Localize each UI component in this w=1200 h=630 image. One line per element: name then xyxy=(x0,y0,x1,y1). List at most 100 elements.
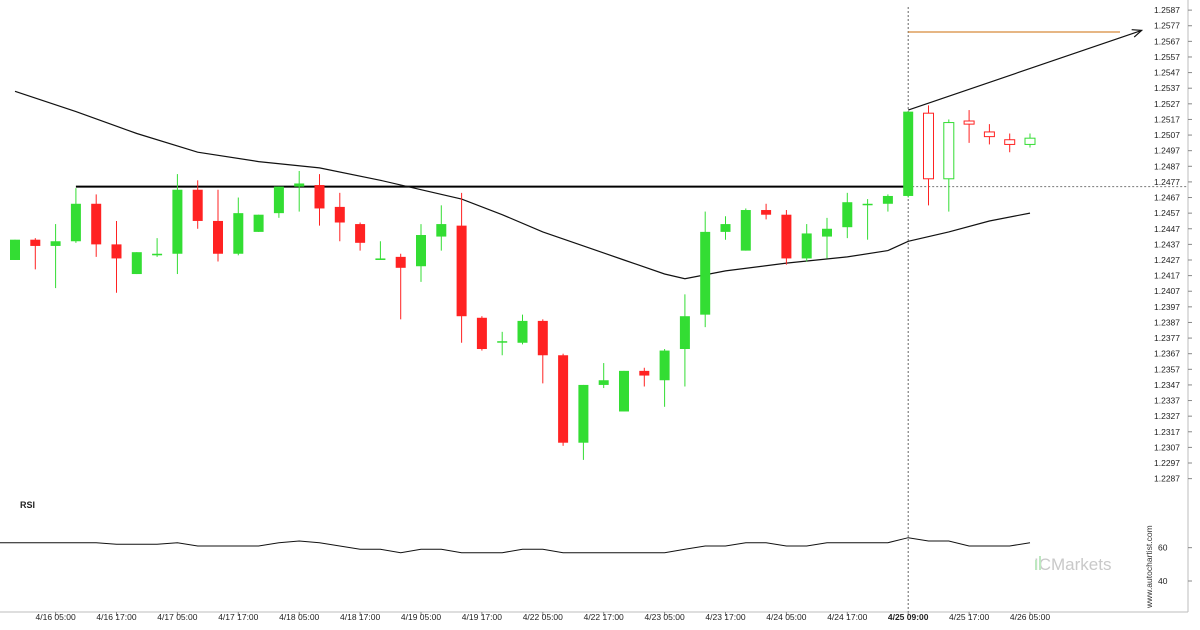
price-tick-label: 1.2487 xyxy=(1154,161,1180,171)
candle-body xyxy=(517,320,528,343)
candle xyxy=(172,174,183,275)
candles-layer xyxy=(10,105,1036,460)
candle-body xyxy=(294,183,305,187)
candle-body xyxy=(334,206,345,223)
price-tick-label: 1.2497 xyxy=(1154,146,1180,156)
candle-body xyxy=(740,210,751,251)
time-tick-label: 4/24 05:00 xyxy=(766,612,806,622)
price-tick-label: 1.2417 xyxy=(1154,271,1180,281)
price-tick-label: 1.2337 xyxy=(1154,396,1180,406)
candle xyxy=(882,194,893,212)
price-tick-label: 1.2407 xyxy=(1154,286,1180,296)
candle-body xyxy=(111,244,122,259)
candle xyxy=(476,316,487,351)
price-tick-label: 1.2527 xyxy=(1154,99,1180,109)
candle-body xyxy=(639,370,650,376)
brand-mark xyxy=(1035,560,1037,570)
candle xyxy=(30,238,41,270)
candle xyxy=(131,252,142,275)
candle xyxy=(50,224,61,289)
candle-body xyxy=(983,131,995,138)
time-tick-label: 4/17 05:00 xyxy=(157,612,197,622)
price-tick-label: 1.2367 xyxy=(1154,349,1180,359)
candle-body xyxy=(781,214,792,259)
candle-body xyxy=(253,214,264,232)
candle-body xyxy=(436,224,447,237)
forecast-arrow-head xyxy=(1131,29,1144,38)
candle xyxy=(395,253,406,320)
candle xyxy=(294,170,305,212)
rsi-tick-label: 40 xyxy=(1158,576,1168,586)
candle-body xyxy=(497,341,508,343)
candle-body xyxy=(152,253,163,256)
candle xyxy=(253,214,264,232)
candle xyxy=(598,363,609,389)
candle xyxy=(10,239,20,260)
time-tick-label: 4/25 09:00 xyxy=(888,612,929,622)
price-tick-label: 1.2467 xyxy=(1154,193,1180,203)
price-tick-label: 1.2297 xyxy=(1154,458,1180,468)
rsi-label: RSI xyxy=(20,500,35,510)
candle xyxy=(720,216,731,240)
candle xyxy=(192,180,203,229)
price-tick-label: 1.2447 xyxy=(1154,224,1180,234)
rsi-panel: RSI 60 40 xyxy=(0,500,1192,586)
candle xyxy=(273,186,284,218)
candle-body xyxy=(659,350,670,381)
candle-body xyxy=(822,228,832,237)
time-tick-label: 4/18 17:00 xyxy=(340,612,380,622)
candle-body xyxy=(619,370,629,412)
candle xyxy=(903,111,914,198)
candle xyxy=(963,110,975,143)
price-tick-label: 1.2537 xyxy=(1154,83,1180,93)
candle-body xyxy=(923,112,934,180)
candle xyxy=(700,211,711,328)
price-tick-label: 1.2477 xyxy=(1154,177,1180,187)
time-tick-label: 4/16 05:00 xyxy=(36,612,76,622)
price-tick-label: 1.2587 xyxy=(1154,5,1180,15)
moving-average-line xyxy=(14,90,1031,280)
candle-body xyxy=(537,320,548,356)
brand-mark xyxy=(1039,556,1041,570)
candle-body xyxy=(314,185,325,209)
forecast-arrow-line xyxy=(908,29,1142,111)
candle xyxy=(842,192,853,239)
time-tick-label: 4/24 17:00 xyxy=(827,612,867,622)
grid-layer xyxy=(0,0,1189,613)
candle xyxy=(781,210,792,265)
candle-body xyxy=(700,231,711,315)
price-tick-label: 1.2387 xyxy=(1154,317,1180,327)
rsi-tick-label: 60 xyxy=(1158,543,1168,553)
price-tick-label: 1.2507 xyxy=(1154,130,1180,140)
candle-body xyxy=(720,224,731,232)
candle-body xyxy=(213,220,223,254)
candle-body xyxy=(903,111,914,196)
candle xyxy=(1024,133,1036,148)
price-tick-label: 1.2287 xyxy=(1154,474,1180,484)
rsi-line xyxy=(0,537,1031,554)
candle-body xyxy=(882,195,893,204)
candle xyxy=(639,367,650,387)
candle xyxy=(558,353,569,446)
candle-body xyxy=(91,203,102,245)
price-axis: 1.2587 1.2577 1.2567 1.2557 1.2547 1.2537 1.25… xyxy=(1154,5,1192,484)
candle-body xyxy=(172,189,183,254)
candle-body xyxy=(963,120,975,125)
candle-body xyxy=(395,256,406,268)
time-tick-label: 4/18 05:00 xyxy=(279,612,319,622)
candle xyxy=(213,189,223,262)
candle xyxy=(1004,133,1016,153)
candle xyxy=(152,238,163,257)
price-tick-label: 1.2577 xyxy=(1154,21,1180,31)
candle xyxy=(943,119,955,212)
candle-body xyxy=(416,235,426,267)
price-tick-label: 1.2317 xyxy=(1154,427,1180,437)
time-tick-label: 4/16 17:00 xyxy=(96,612,136,622)
candle-body xyxy=(30,239,41,246)
candle-body xyxy=(50,241,61,246)
candle xyxy=(923,105,934,206)
candle xyxy=(70,188,81,243)
candle-body xyxy=(375,258,386,260)
candle xyxy=(862,199,873,240)
candle-body xyxy=(1004,139,1016,145)
